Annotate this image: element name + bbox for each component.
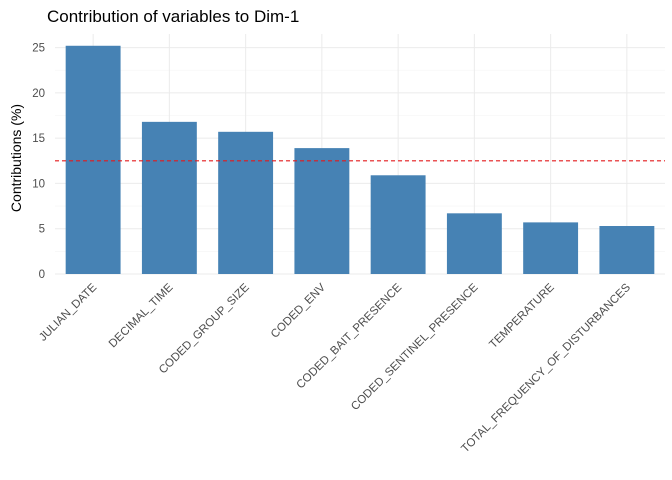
bar-temperature	[523, 222, 579, 274]
x-tick-label: CODED_ENV	[269, 281, 328, 340]
x-tick-label: CODED_SENTINEL_PRESENCE	[349, 281, 481, 413]
bar-coded-bait-presence	[370, 175, 426, 274]
x-tick-label: CODED_GROUP_SIZE	[157, 281, 252, 376]
x-tick-label: TOTAL_FREQUENCY_OF_DISTURBANCES	[459, 281, 633, 455]
x-tick-label: TEMPERATURE	[487, 281, 557, 351]
y-tick-label: 25	[32, 43, 45, 55]
x-tick-label: DECIMAL_TIME	[107, 281, 176, 350]
y-tick-label: 10	[32, 178, 45, 190]
chart-title: Contribution of variables to Dim-1	[47, 7, 299, 26]
bar-coded-env	[294, 148, 350, 274]
y-axis: 0 5 10 15 20 25	[32, 43, 45, 281]
y-tick-label: 15	[32, 133, 45, 145]
bar-julian-date	[65, 45, 121, 274]
y-axis-label: Contributions (%)	[8, 104, 24, 212]
bar-decimal-time	[141, 121, 197, 274]
bar-coded-group-size	[218, 131, 274, 274]
y-tick-label: 5	[39, 224, 45, 236]
x-tick-label: JULIAN_DATE	[37, 281, 99, 343]
bar-coded-sentinel-presence	[446, 213, 502, 274]
y-tick-label: 20	[32, 88, 45, 100]
bars	[65, 45, 655, 274]
bar-total-frequency-of-disturbances	[599, 226, 655, 274]
y-tick-label: 0	[39, 269, 45, 281]
